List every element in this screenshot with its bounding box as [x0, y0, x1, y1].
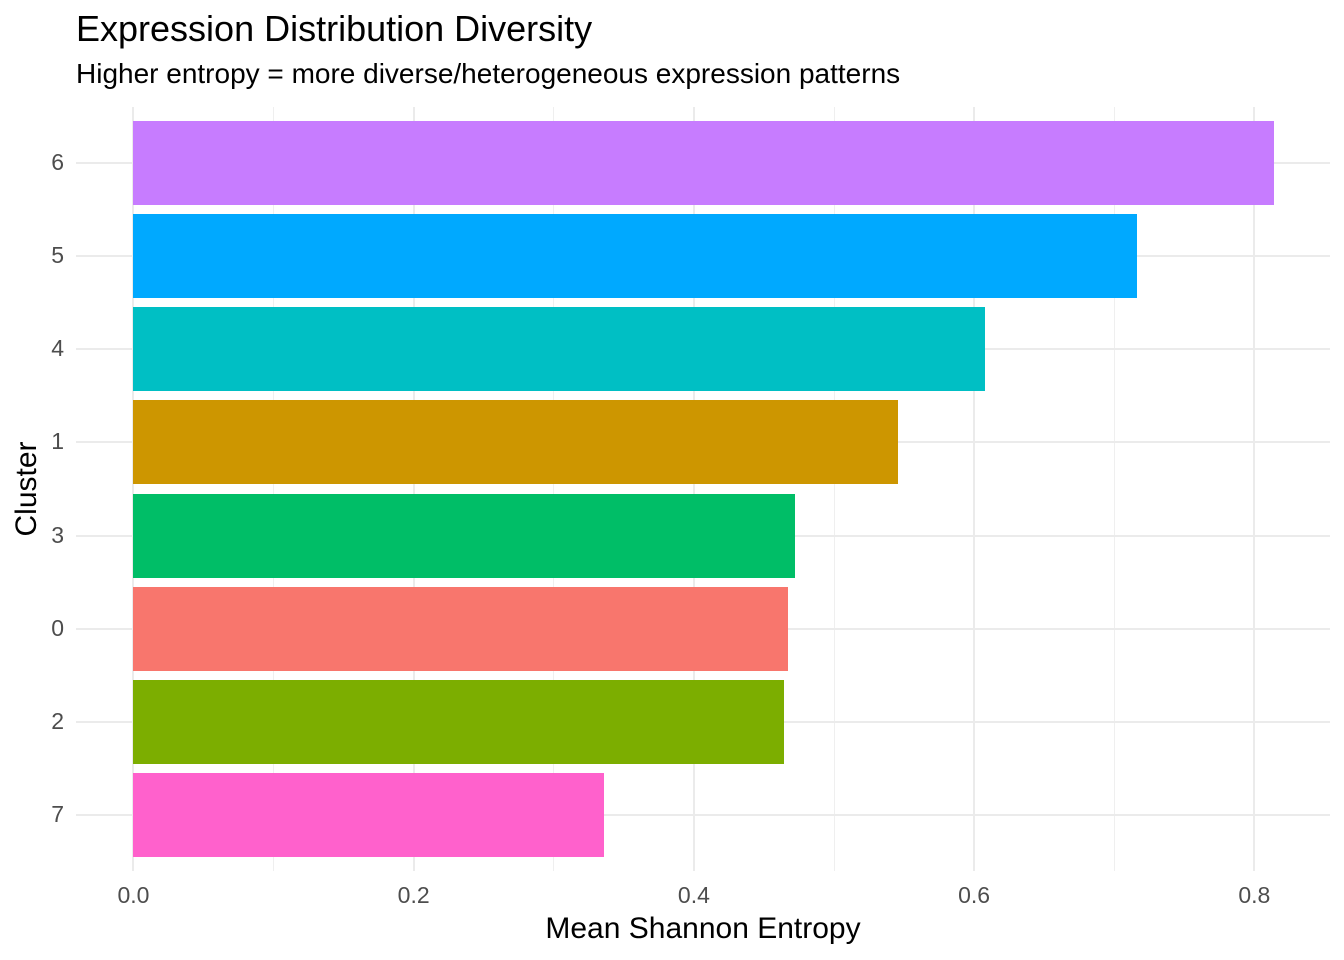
bar-cluster-3 [133, 493, 795, 578]
major-gridline-x-0.6 [973, 107, 976, 871]
x-axis-title: Mean Shannon Entropy [545, 912, 861, 945]
major-gridline-y-cluster-7 [76, 814, 1330, 817]
y-tick-label-cluster-3: 3 [51, 521, 64, 548]
minor-gridline-x-0.1 [273, 107, 275, 871]
bar-cluster-4 [133, 307, 986, 392]
bar-cluster-6 [133, 120, 1274, 205]
major-gridline-x-0.8 [1253, 107, 1256, 871]
y-tick-label-cluster-4: 4 [51, 335, 64, 362]
x-tick-label-0.4: 0.4 [677, 882, 710, 908]
major-gridline-x-0.4 [692, 107, 695, 871]
y-tick-label-cluster-0: 0 [51, 614, 64, 641]
x-tick-label-0.2: 0.2 [397, 882, 430, 908]
y-tick-label-cluster-1: 1 [51, 428, 64, 455]
bar-cluster-5 [133, 214, 1137, 298]
plot-panel [76, 107, 1330, 871]
chart-title: Expression Distribution Diversity [76, 8, 593, 49]
y-tick-label-cluster-6: 6 [51, 148, 64, 175]
x-tick-label-0.8: 0.8 [1238, 882, 1271, 908]
bar-cluster-0 [133, 586, 788, 671]
y-tick-label-cluster-7: 7 [51, 801, 64, 828]
major-gridline-x-0.2 [412, 107, 415, 871]
y-tick-label-cluster-2: 2 [51, 707, 64, 734]
y-axis-title: Cluster [10, 441, 43, 537]
y-tick-label-cluster-5: 5 [51, 242, 64, 269]
major-gridline-x-0 [132, 107, 135, 871]
x-tick-label-0.6: 0.6 [958, 882, 991, 908]
chart-subtitle: Higher entropy = more diverse/heterogene… [76, 58, 901, 89]
minor-gridline-x-0.3 [553, 107, 555, 871]
x-tick-label-0.0: 0.0 [117, 882, 150, 908]
minor-gridline-x-0.5 [833, 107, 835, 871]
bar-cluster-2 [133, 680, 784, 764]
bar-cluster-1 [133, 400, 899, 485]
minor-gridline-x-0.7 [1113, 107, 1115, 871]
bar-cluster-7 [133, 773, 605, 857]
